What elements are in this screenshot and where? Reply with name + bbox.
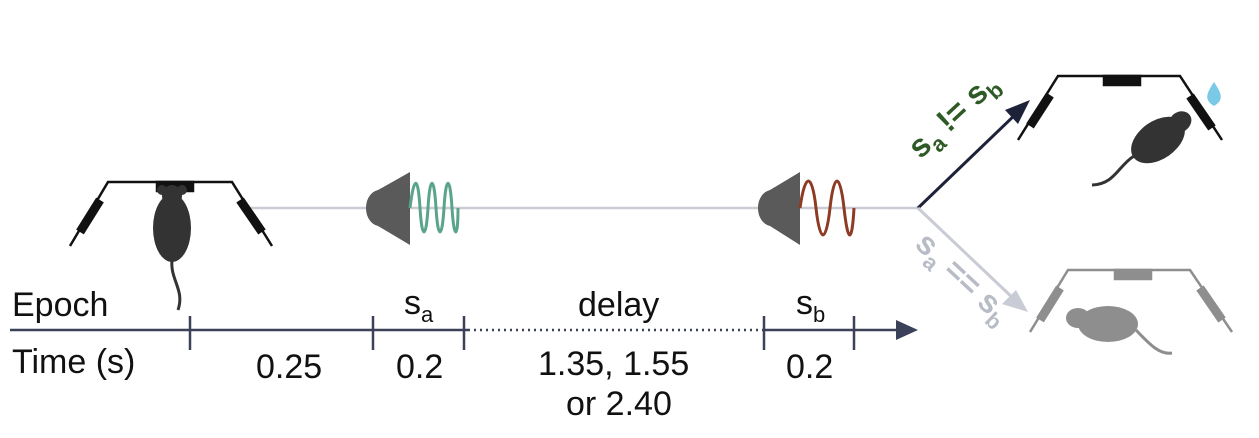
reward-arena-icon: [1016, 74, 1224, 141]
time-label: Time (s): [12, 343, 136, 381]
mouse-icon: [1091, 111, 1192, 187]
speaker-icon: [758, 172, 800, 245]
speaker-icon: [366, 172, 410, 245]
time-axis: [10, 316, 900, 350]
duration-delay-line2: or 2.40: [566, 385, 672, 423]
epoch-label: Epoch: [12, 286, 109, 324]
water-drop-icon: [1207, 82, 1221, 106]
duration-pre: 0.25: [256, 348, 323, 386]
duration-delay-line1: 1.35, 1.55: [538, 345, 690, 383]
stim-b-label: sb: [796, 284, 826, 327]
tone-b-waveform: [798, 179, 856, 237]
stim-a-label: sa: [404, 284, 434, 327]
branch-arrows: [916, 100, 1030, 312]
tone-a-waveform: [408, 182, 460, 234]
time-axis-arrowhead: [896, 320, 918, 340]
delay-label: delay: [578, 286, 660, 324]
no-reward-arena-icon: [1028, 268, 1234, 333]
duration-sb: 0.2: [786, 348, 834, 386]
mouse-icon: [1066, 306, 1173, 355]
duration-sa: 0.2: [396, 348, 444, 386]
mouse-icon: [153, 185, 191, 311]
